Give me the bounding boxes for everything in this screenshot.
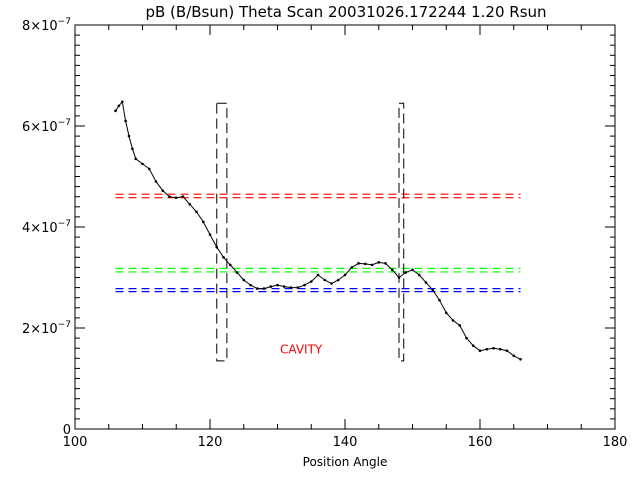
data-point bbox=[255, 287, 259, 290]
data-point bbox=[114, 109, 117, 113]
data-point bbox=[505, 349, 509, 353]
data-point bbox=[161, 189, 165, 192]
x-axis-title: Position Angle bbox=[303, 455, 388, 469]
data-point bbox=[316, 273, 320, 277]
x-tick-label: 100 bbox=[63, 435, 88, 450]
data-point bbox=[262, 287, 266, 290]
data-point bbox=[228, 263, 232, 267]
region-boxes bbox=[216, 102, 405, 362]
y-tick-label: 2×10−7 bbox=[22, 320, 71, 337]
region-box bbox=[216, 102, 228, 362]
data-point bbox=[222, 255, 225, 259]
data-point bbox=[120, 100, 124, 104]
data-point bbox=[465, 336, 468, 340]
data-point bbox=[377, 261, 381, 264]
data-point bbox=[141, 162, 144, 166]
x-tick-label: 160 bbox=[468, 435, 493, 450]
data-point bbox=[168, 195, 171, 198]
data-point bbox=[431, 288, 435, 292]
data-point bbox=[336, 278, 340, 282]
data-point bbox=[350, 266, 354, 269]
cavity-annotation: CAVITY bbox=[280, 342, 323, 356]
data-point bbox=[485, 347, 489, 351]
data-point bbox=[181, 195, 185, 198]
data-point bbox=[471, 344, 475, 347]
data-point bbox=[330, 282, 333, 285]
region-box bbox=[398, 102, 405, 362]
reference-lines bbox=[115, 193, 521, 293]
data-point bbox=[343, 273, 347, 277]
data-point bbox=[154, 180, 158, 183]
series-line bbox=[115, 100, 521, 360]
data-point bbox=[289, 286, 293, 289]
data-point bbox=[417, 273, 421, 277]
data-point bbox=[458, 324, 462, 327]
y-tick-label: 0 bbox=[63, 423, 71, 438]
data-point bbox=[444, 311, 448, 315]
data-point bbox=[208, 233, 212, 236]
chart-title: pB (B/Bsun) Theta Scan 20031026.172244 1… bbox=[145, 3, 546, 21]
x-tick-label: 180 bbox=[603, 435, 628, 450]
data-point bbox=[235, 271, 239, 274]
x-tick-label: 120 bbox=[198, 435, 223, 450]
data-point bbox=[451, 319, 455, 322]
series-layer bbox=[114, 100, 522, 361]
data-point bbox=[424, 281, 428, 284]
data-point bbox=[309, 280, 313, 283]
data-point bbox=[512, 354, 516, 358]
data-point bbox=[519, 358, 522, 361]
data-point bbox=[498, 347, 502, 351]
data-point bbox=[397, 276, 401, 279]
data-point bbox=[147, 167, 151, 171]
data-point bbox=[201, 220, 205, 224]
data-point bbox=[357, 262, 360, 265]
data-point bbox=[134, 157, 138, 161]
data-point bbox=[117, 104, 121, 108]
data-point bbox=[276, 283, 279, 287]
data-point bbox=[188, 202, 192, 206]
data-point bbox=[303, 283, 306, 287]
data-point bbox=[363, 262, 367, 266]
data-point bbox=[404, 271, 408, 274]
data-point bbox=[370, 263, 374, 267]
data-point bbox=[242, 278, 246, 282]
y-tick-label: 4×10−7 bbox=[22, 219, 71, 236]
plot-frame bbox=[74, 24, 616, 430]
data-point bbox=[390, 268, 394, 272]
y-tick-label: 6×10−7 bbox=[22, 118, 71, 135]
data-point bbox=[215, 245, 219, 249]
data-point bbox=[131, 147, 134, 151]
data-point bbox=[174, 196, 178, 200]
data-point bbox=[478, 349, 482, 353]
data-point bbox=[249, 283, 252, 287]
data-point bbox=[296, 286, 300, 289]
data-point bbox=[124, 119, 127, 123]
data-point bbox=[127, 134, 131, 138]
data-point bbox=[269, 285, 273, 288]
data-point bbox=[384, 262, 387, 265]
data-point bbox=[438, 298, 441, 302]
data-point bbox=[492, 346, 495, 350]
data-point bbox=[323, 278, 327, 282]
data-point bbox=[282, 285, 286, 288]
y-tick-label: 8×10−7 bbox=[22, 17, 71, 34]
axis-ticks: 100 120 140 160 180 0 2×10−7 4×10−7 6×10−7 8×10−7 bbox=[22, 17, 627, 450]
data-point bbox=[195, 210, 198, 214]
x-tick-label: 140 bbox=[333, 435, 358, 450]
data-point bbox=[411, 268, 414, 272]
